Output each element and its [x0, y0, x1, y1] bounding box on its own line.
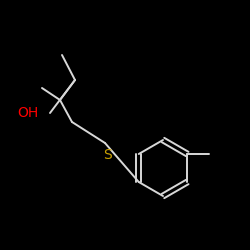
Text: OH: OH [17, 106, 38, 120]
Text: S: S [103, 148, 112, 162]
